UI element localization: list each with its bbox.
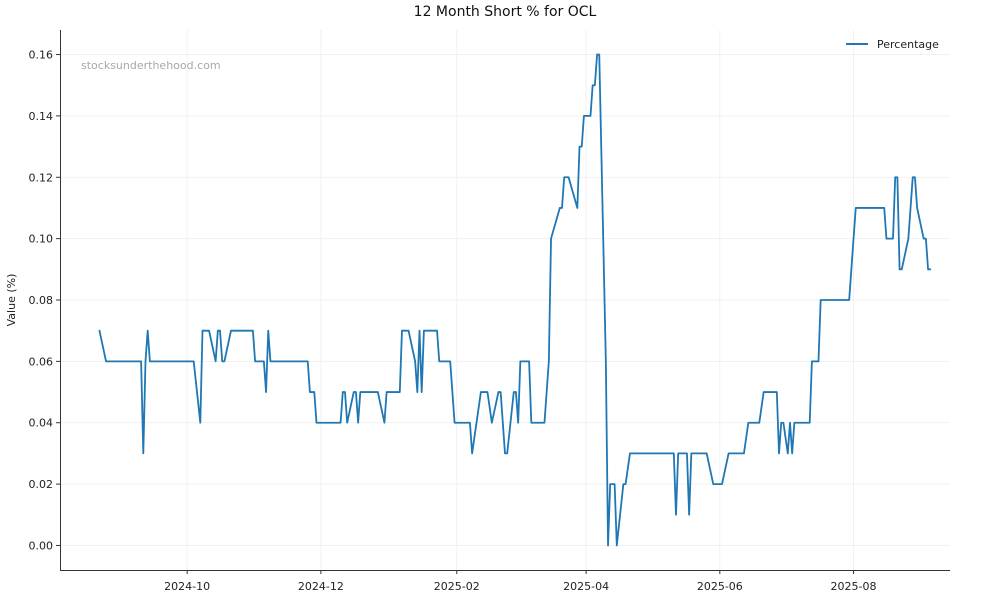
y-tick-label: 0.02 [29, 478, 54, 491]
series-layer [98, 53, 932, 547]
y-tick-label: 0.04 [29, 417, 54, 430]
chart-title: 12 Month Short % for OCL [414, 4, 597, 20]
y-tick-label: 0.10 [29, 233, 54, 246]
x-tick-label: 2025-08 [831, 580, 877, 593]
y-tick-label: 0.14 [29, 110, 54, 123]
x-tick-label: 2025-04 [563, 580, 609, 593]
x-axis-ticks: 2024-10 2024-12 2025-02 2025-04 2025-06 2025-… [164, 570, 877, 593]
x-tick-label: 2024-10 [164, 580, 210, 593]
watermark: stocksunderthehood.com [81, 59, 221, 72]
x-tick-label: 2025-02 [434, 580, 480, 593]
y-tick-label: 0.16 [29, 49, 54, 62]
y-axis-label: Value (%) [5, 274, 18, 327]
legend: Percentage [846, 38, 939, 51]
y-tick-label: 0.06 [29, 355, 54, 368]
x-tick-label: 2025-06 [697, 580, 743, 593]
y-axis-ticks: 0.00 0.02 0.04 0.06 0.08 0.10 0.12 0.14 0.16 [29, 49, 60, 552]
y-tick-label: 0.12 [29, 171, 54, 184]
y-tick-label: 0.00 [29, 539, 54, 552]
series-line-percentage [98, 53, 932, 547]
x-tick-label: 2024-12 [298, 580, 344, 593]
grid [60, 30, 950, 570]
y-tick-label: 0.08 [29, 294, 54, 307]
legend-label-percentage: Percentage [877, 38, 939, 51]
axes [60, 30, 950, 571]
